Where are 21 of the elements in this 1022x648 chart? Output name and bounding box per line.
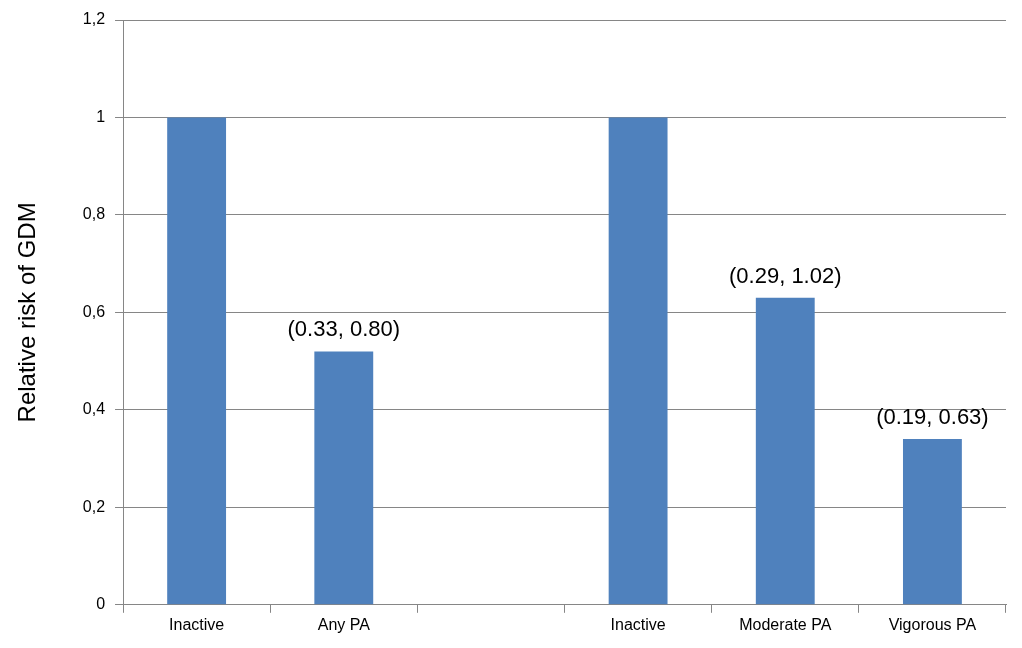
bar [167,117,227,605]
x-tick-label: Any PA [317,615,371,633]
data-label: (0.29, 1.02) [729,262,842,288]
x-tick-label: Inactive [610,615,666,633]
bar [608,117,668,605]
x-tick-label: Moderate PA [739,615,832,633]
bar [902,439,962,605]
y-tick-label: 0,2 [82,497,106,515]
x-tick-label: Vigorous PA [888,615,977,633]
bar [755,297,815,605]
y-tick-label: 0,8 [82,205,106,223]
data-label: (0.33, 0.80) [287,316,401,342]
data-label: (0.19, 0.63) [876,404,989,430]
y-axis-title: Relative risk of GDM [13,202,41,423]
y-tick-label: 0 [96,595,106,613]
y-tick-label: 1 [96,107,106,125]
x-tick-label: Inactive [169,615,225,633]
y-tick-label: 0,6 [82,302,106,320]
y-tick-label: 1,2 [82,10,106,28]
bar [314,351,374,605]
y-tick-label: 0,4 [82,400,106,418]
